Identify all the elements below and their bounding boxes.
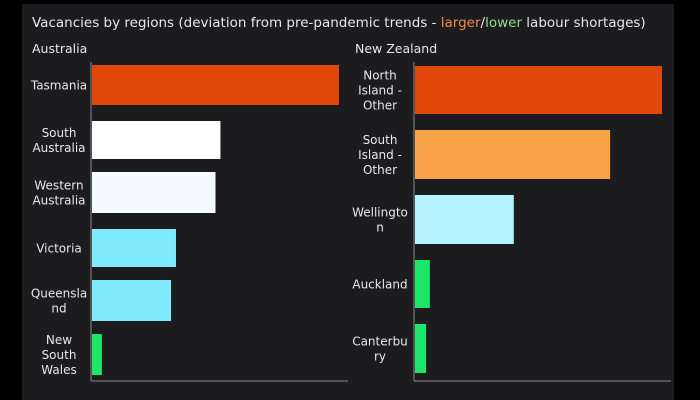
chart-title-suffix: labour shortages): [522, 15, 646, 31]
category-label: Queensla: [31, 287, 87, 301]
chart-title-larger: larger: [441, 15, 481, 31]
chart-title-lower: lower: [485, 15, 522, 31]
category-label: Australia: [32, 194, 85, 208]
category-label: ry: [374, 350, 386, 364]
bar-north-island-other: [415, 66, 662, 114]
category-label: South: [363, 133, 398, 147]
category-label: Wales: [41, 363, 76, 377]
bar-new-south-wales: [92, 334, 102, 375]
category-label: Tasmania: [30, 79, 87, 93]
category-label: Victoria: [36, 242, 82, 256]
category-label: South: [42, 348, 77, 362]
category-label: Western: [34, 179, 83, 193]
bar-auckland: [415, 260, 430, 308]
bar-south-australia: [92, 121, 221, 159]
category-label: Canterbu: [352, 335, 408, 349]
chart-title-prefix: Vacancies by regions (deviation from pre…: [32, 15, 441, 31]
bar-western-australia: [92, 172, 216, 213]
bar-victoria: [92, 229, 176, 267]
chart-title: Vacancies by regions (deviation from pre…: [32, 15, 646, 31]
bar-south-island-other: [415, 130, 611, 179]
category-label: Island -: [358, 148, 402, 162]
bar-queensland: [92, 280, 172, 321]
category-label: n: [376, 221, 384, 235]
category-label: South: [42, 126, 77, 140]
category-label: Wellingto: [352, 206, 408, 220]
bar-canterbury: [415, 324, 427, 373]
category-label: Auckland: [352, 278, 407, 292]
category-label: New: [46, 333, 72, 347]
category-label: Other: [363, 163, 397, 177]
category-label: North: [363, 69, 397, 83]
chart-canvas: Vacancies by regions (deviation from pre…: [30, 15, 671, 382]
subplot-title: Australia: [32, 41, 87, 56]
subplot-title: New Zealand: [355, 41, 437, 56]
category-label: nd: [51, 302, 66, 316]
category-label: Island -: [358, 84, 402, 98]
chart-panel: Vacancies by regions (deviation from pre…: [22, 4, 674, 400]
chart-title-separator: /: [481, 15, 486, 31]
category-label: Other: [363, 99, 397, 113]
bar-tasmania: [92, 65, 339, 105]
australia-subplot: AustraliaTasmaniaSouthAustraliaWesternAu…: [30, 41, 348, 382]
bar-wellington: [415, 195, 514, 244]
category-label: Australia: [32, 141, 85, 155]
